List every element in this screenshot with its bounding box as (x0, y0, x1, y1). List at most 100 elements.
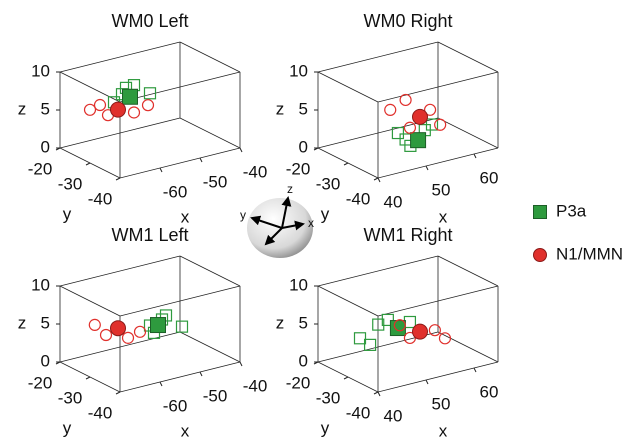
x-tick-label: 60 (480, 168, 499, 187)
y-tick (374, 392, 378, 394)
z-axis-label: z (276, 99, 285, 118)
mean-point (123, 89, 138, 104)
y-axis-label: y (321, 418, 330, 437)
chart-title: WM1 Left (111, 225, 188, 245)
z-tick-label: 5 (299, 99, 308, 118)
box-edge (318, 72, 378, 102)
y-tick-label: -40 (88, 189, 113, 208)
x-tick (200, 372, 202, 376)
z-tick-label: 0 (299, 137, 308, 156)
x-tick (240, 362, 242, 366)
point (439, 333, 450, 344)
z-tick-label: 5 (41, 99, 50, 118)
x-axis-label: x (181, 207, 190, 226)
y-axis-label: y (63, 418, 72, 437)
mean-point (151, 318, 166, 333)
x-tick-label: 60 (480, 382, 499, 401)
x-tick (426, 166, 428, 170)
box-edge (318, 42, 438, 72)
box-edge (60, 72, 120, 102)
legend-swatch (534, 249, 547, 262)
y-tick (344, 163, 348, 165)
z-axis-label: z (18, 99, 27, 118)
y-tick-label: -20 (28, 159, 53, 178)
x-tick (240, 148, 242, 152)
x-tick-label: -60 (163, 396, 188, 415)
y-tick-label: -20 (286, 159, 311, 178)
y-tick-label: -40 (346, 189, 371, 208)
z-tick-label: 10 (289, 61, 308, 80)
point (143, 100, 154, 111)
x-tick-label: 50 (432, 394, 451, 413)
x-tick-label: 50 (432, 180, 451, 199)
x-tick (160, 382, 162, 386)
box-edge (438, 118, 498, 148)
x-tick-label: -50 (203, 172, 228, 191)
x-axis-label: x (439, 207, 448, 226)
point (385, 104, 396, 115)
point (355, 333, 366, 344)
box-edge (180, 332, 240, 362)
mean-point (111, 102, 126, 117)
chart-title: WM0 Left (111, 11, 188, 31)
x-tick-label: -50 (203, 386, 228, 405)
x-axis-label: x (181, 421, 190, 440)
y-orient-label: y (240, 208, 246, 222)
z-axis-label: z (18, 313, 27, 332)
z-tick-label: 5 (299, 313, 308, 332)
x-tick-label: -40 (243, 376, 268, 395)
y-tick-label: -40 (346, 403, 371, 422)
chart-title: WM1 Right (363, 225, 452, 245)
y-tick-label: -20 (28, 373, 53, 392)
x-tick (474, 368, 476, 372)
point (404, 317, 415, 328)
point (135, 326, 146, 337)
y-tick (116, 178, 120, 180)
z-tick-label: 10 (289, 275, 308, 294)
y-axis-label: y (63, 204, 72, 223)
legend-swatch (534, 206, 547, 219)
mean-point (111, 321, 126, 336)
point (404, 122, 415, 133)
box-edge (318, 256, 438, 286)
y-tick (344, 377, 348, 379)
x-tick-label: -40 (243, 162, 268, 181)
x-tick-label: 40 (384, 192, 403, 211)
box-edge (60, 42, 180, 72)
figure: z y x WM0 Left0510-20-30-40-60-50-40zyxW… (0, 0, 629, 441)
box-edge (438, 332, 498, 362)
point (400, 94, 411, 105)
z-tick-label: 10 (31, 61, 50, 80)
x-tick (160, 168, 162, 172)
mean-point (390, 321, 405, 336)
y-tick-label: -30 (58, 388, 83, 407)
point (129, 107, 140, 118)
box-edge (438, 256, 498, 286)
z-orient-label: z (287, 182, 293, 196)
z-tick-label: 10 (31, 275, 50, 294)
point (435, 119, 446, 130)
point (177, 321, 188, 332)
y-tick-label: -20 (286, 373, 311, 392)
x-tick (200, 158, 202, 162)
point (85, 104, 96, 115)
x-tick (378, 178, 380, 182)
x-tick-label: -60 (163, 182, 188, 201)
y-tick (116, 392, 120, 394)
y-axis-label: y (321, 204, 330, 223)
legend-label: N1/MMN (556, 244, 623, 263)
mean-point (413, 109, 428, 124)
y-tick-label: -40 (88, 403, 113, 422)
point (400, 134, 411, 145)
point (101, 330, 112, 341)
y-tick (86, 163, 90, 165)
head-orientation: z y x (240, 182, 314, 258)
x-axis-label: x (439, 421, 448, 440)
x-orient-label: x (308, 216, 314, 230)
y-tick (86, 377, 90, 379)
x-tick (426, 380, 428, 384)
box-edge (318, 286, 378, 316)
x-tick (378, 392, 380, 396)
box-edge (438, 42, 498, 72)
y-tick (374, 178, 378, 180)
